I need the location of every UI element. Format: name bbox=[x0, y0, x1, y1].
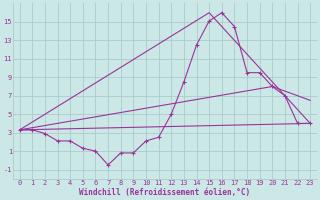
X-axis label: Windchill (Refroidissement éolien,°C): Windchill (Refroidissement éolien,°C) bbox=[79, 188, 251, 197]
